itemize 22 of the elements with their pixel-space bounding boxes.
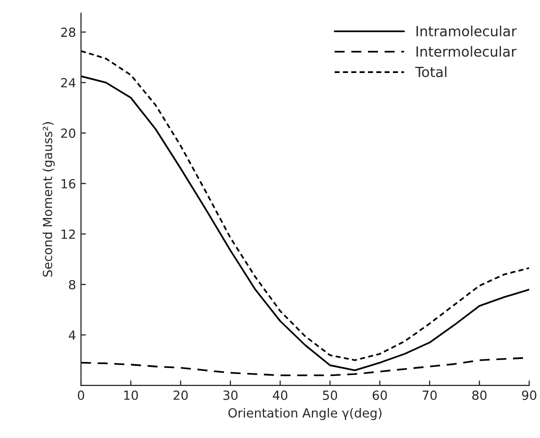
x-tick-label: 30 [223,390,238,400]
y-tick-label: 16 [62,178,76,188]
x-tick-label: 20 [174,390,188,400]
x-tick-label: 40 [272,390,288,400]
y-axis-title: Second Moment (gauss²) [42,122,55,277]
x-tick-label: 60 [372,390,387,400]
y-tick-label: 28 [61,28,76,37]
legend-label: Total [415,66,446,78]
x-axis-title: Orientation Angle γ(deg) [228,408,382,420]
y-tick-label: 4 [68,330,76,340]
legend-label: Intramolecular [416,26,517,36]
x-tick-label: 10 [124,390,138,400]
x-tick-label: 0 [78,390,84,400]
legend-label: Intermolecular [416,46,516,57]
y-tick-label: 24 [61,78,76,88]
y-tick-label: 8 [69,280,76,290]
y-tick-label: 12 [62,229,75,239]
x-tick-label: 80 [472,390,487,400]
y-tick-label: 20 [61,128,76,138]
x-tick-label: 70 [422,390,437,400]
x-tick-label: 90 [522,390,536,400]
x-tick-label: 50 [323,390,338,400]
